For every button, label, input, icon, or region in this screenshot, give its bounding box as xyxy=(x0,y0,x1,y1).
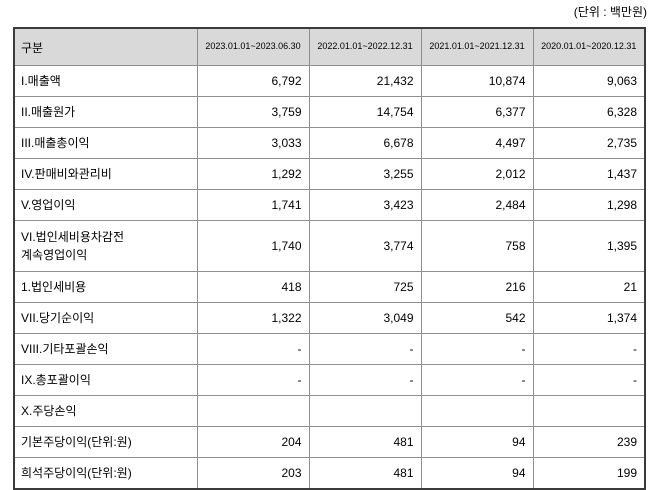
column-header-period: 2020.01.01~2020.12.31 xyxy=(532,27,646,66)
value-cell: 1,740 xyxy=(196,220,310,272)
table-row: III.매출총이익 3,033 6,678 4,497 2,735 xyxy=(13,127,646,159)
value-cell: 3,049 xyxy=(308,302,422,334)
value-cell: 1,298 xyxy=(532,189,646,221)
value-cell: 1,322 xyxy=(196,302,310,334)
table-body: I.매출액 6,792 21,432 10,874 9,063 II.매출원가 3,759 1… xyxy=(13,65,646,490)
value-cell: 542 xyxy=(420,302,534,334)
table-row: I.매출액 6,792 21,432 10,874 9,063 xyxy=(13,65,646,97)
row-label: I.매출액 xyxy=(13,65,198,97)
value-cell: 481 xyxy=(308,426,422,458)
row-label: VII.당기순이익 xyxy=(13,302,198,334)
value-cell xyxy=(308,395,422,427)
value-cell: 1,395 xyxy=(532,220,646,272)
value-cell: 14,754 xyxy=(308,96,422,128)
value-cell: 204 xyxy=(196,426,310,458)
value-cell: 6,678 xyxy=(308,127,422,159)
income-statement-table: 구분 2023.01.01~2023.06.30 2022.01.01~2022.1… xyxy=(13,27,646,490)
value-cell: 418 xyxy=(196,271,310,303)
table-row: 희석주당이익(단위:원) 203 481 94 199 xyxy=(13,457,646,490)
value-cell: 199 xyxy=(532,457,646,490)
value-cell: 1,292 xyxy=(196,158,310,190)
table-row: IV.판매비와관리비 1,292 3,255 2,012 1,437 xyxy=(13,158,646,190)
row-label: IX.총포괄이익 xyxy=(13,364,198,396)
value-cell: 1,741 xyxy=(196,189,310,221)
value-cell: - xyxy=(308,333,422,365)
value-cell: - xyxy=(308,364,422,396)
table-header: 구분 2023.01.01~2023.06.30 2022.01.01~2022.1… xyxy=(13,27,646,66)
column-header-period: 2023.01.01~2023.06.30 xyxy=(196,27,310,66)
table-row: X.주당손익 xyxy=(13,395,646,427)
value-cell xyxy=(532,395,646,427)
table-row: 기본주당이익(단위:원) 204 481 94 239 xyxy=(13,426,646,458)
value-cell: 6,377 xyxy=(420,96,534,128)
column-header-period: 2021.01.01~2021.12.31 xyxy=(420,27,534,66)
value-cell: 2,012 xyxy=(420,158,534,190)
value-cell: 2,484 xyxy=(420,189,534,221)
value-cell: 94 xyxy=(420,457,534,490)
row-label: 1.법인세비용 xyxy=(13,271,198,303)
table-row: 1.법인세비용 418 725 216 21 xyxy=(13,271,646,303)
value-cell xyxy=(196,395,310,427)
value-cell: 21,432 xyxy=(308,65,422,97)
row-label: V.영업이익 xyxy=(13,189,198,221)
row-label: III.매출총이익 xyxy=(13,127,198,159)
value-cell: 203 xyxy=(196,457,310,490)
row-label: II.매출원가 xyxy=(13,96,198,128)
value-cell: 3,759 xyxy=(196,96,310,128)
unit-label: (단위 : 백만원) xyxy=(573,5,647,19)
table-row: II.매출원가 3,759 14,754 6,377 6,328 xyxy=(13,96,646,128)
row-label: X.주당손익 xyxy=(13,395,198,427)
value-cell: 3,774 xyxy=(308,220,422,272)
value-cell: 9,063 xyxy=(532,65,646,97)
value-cell: 1,374 xyxy=(532,302,646,334)
value-cell: 10,874 xyxy=(420,65,534,97)
value-cell: 6,792 xyxy=(196,65,310,97)
row-label: 희석주당이익(단위:원) xyxy=(13,457,198,490)
value-cell: - xyxy=(420,364,534,396)
value-cell: 3,255 xyxy=(308,158,422,190)
table-row: VII.당기순이익 1,322 3,049 542 1,374 xyxy=(13,302,646,334)
value-cell: - xyxy=(196,364,310,396)
column-header-period: 2022.01.01~2022.12.31 xyxy=(308,27,422,66)
header-row: 구분 2023.01.01~2023.06.30 2022.01.01~2022.1… xyxy=(13,27,646,66)
value-cell: 3,033 xyxy=(196,127,310,159)
table-row: VI.법인세비용차감전 계속영업이익 1,740 3,774 758 1,395 xyxy=(13,220,646,272)
value-cell: 94 xyxy=(420,426,534,458)
value-cell: 3,423 xyxy=(308,189,422,221)
value-cell: 758 xyxy=(420,220,534,272)
value-cell xyxy=(420,395,534,427)
value-cell: - xyxy=(532,333,646,365)
value-cell: - xyxy=(532,364,646,396)
value-cell: 725 xyxy=(308,271,422,303)
value-cell: 1,437 xyxy=(532,158,646,190)
row-label: VIII.기타포괄손익 xyxy=(13,333,198,365)
table-row: VIII.기타포괄손익 - - - - xyxy=(13,333,646,365)
value-cell: 6,328 xyxy=(532,96,646,128)
row-label: IV.판매비와관리비 xyxy=(13,158,198,190)
value-cell: 21 xyxy=(532,271,646,303)
row-label: 기본주당이익(단위:원) xyxy=(13,426,198,458)
table-row: V.영업이익 1,741 3,423 2,484 1,298 xyxy=(13,189,646,221)
value-cell: 4,497 xyxy=(420,127,534,159)
column-header-category: 구분 xyxy=(13,27,198,66)
value-cell: - xyxy=(420,333,534,365)
value-cell: 2,735 xyxy=(532,127,646,159)
table-row: IX.총포괄이익 - - - - xyxy=(13,364,646,396)
value-cell: - xyxy=(196,333,310,365)
row-label: VI.법인세비용차감전 계속영업이익 xyxy=(13,220,198,272)
value-cell: 216 xyxy=(420,271,534,303)
value-cell: 481 xyxy=(308,457,422,490)
value-cell: 239 xyxy=(532,426,646,458)
